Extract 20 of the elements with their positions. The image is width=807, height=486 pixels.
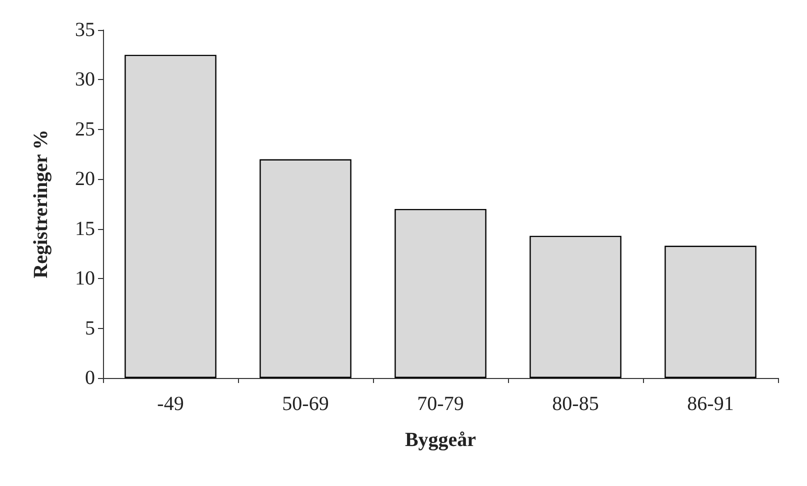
bar: [530, 236, 622, 378]
y-tick-label: 25: [75, 118, 95, 140]
x-tick-label: 50-69: [282, 393, 329, 415]
y-axis-title: Registreringer %: [30, 130, 52, 278]
y-tick-label: 35: [75, 19, 95, 41]
y-tick-label: 10: [75, 268, 95, 290]
x-axis-title: Byggeår: [404, 429, 476, 451]
y-tick-label: 30: [75, 68, 95, 91]
y-tick-label: 0: [85, 367, 95, 389]
bar: [664, 246, 756, 378]
x-tick-label: 70-79: [417, 393, 464, 415]
y-tick-label: 5: [85, 317, 95, 340]
x-tick-label: -49: [157, 393, 184, 415]
x-tick-label: 80-85: [552, 393, 599, 415]
y-tick-label: 15: [75, 218, 95, 240]
bar: [124, 54, 216, 378]
y-tick-label: 20: [75, 168, 95, 190]
bar: [394, 208, 486, 378]
bar: [260, 159, 352, 378]
x-tick-label: 86-91: [687, 393, 734, 415]
